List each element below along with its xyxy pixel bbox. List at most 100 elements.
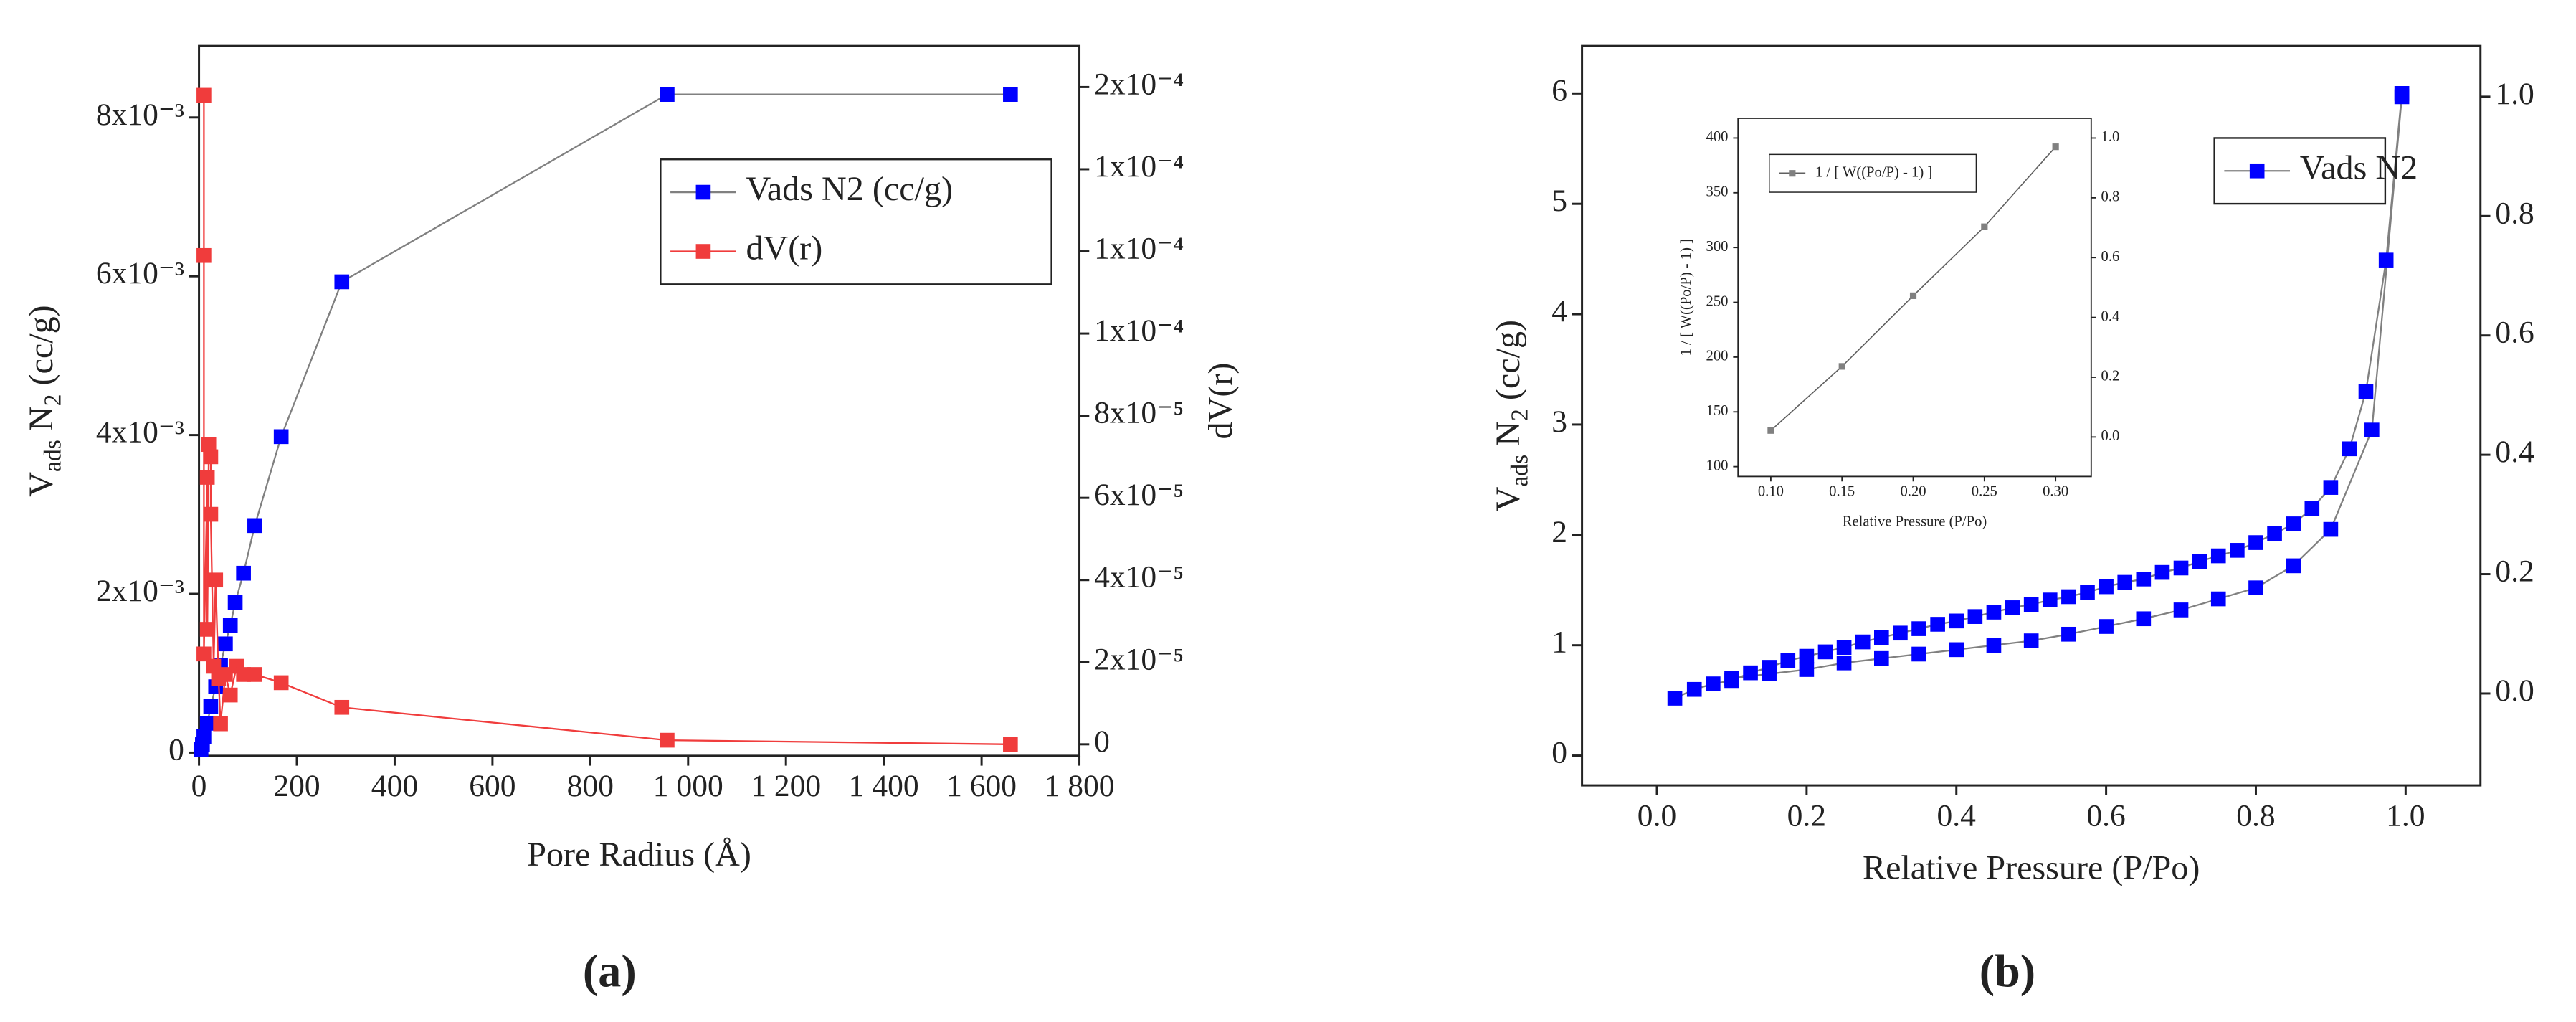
y-axis-label-part: ads: [1506, 455, 1533, 487]
legend-label: Vads N2 (cc/g): [746, 170, 953, 208]
data-point: [2267, 526, 2282, 541]
data-point: [2323, 521, 2339, 537]
x-tick-label: 0.25: [1972, 483, 1997, 499]
x-tick-label: 600: [469, 769, 515, 803]
data-point: [218, 636, 233, 652]
x-tick-label: 200: [273, 769, 320, 803]
y-tick-label: 4: [1551, 294, 1567, 328]
x-axis-label: Pore Radius (Å): [527, 836, 751, 874]
legend-marker: [695, 184, 711, 200]
legend-marker: [1789, 170, 1796, 177]
data-point: [2061, 589, 2076, 605]
y-tick-label: 100: [1706, 458, 1729, 473]
y-tick-label: 350: [1706, 184, 1729, 200]
data-point: [201, 437, 217, 453]
data-point: [196, 646, 212, 662]
data-point: [213, 716, 228, 732]
y-axis-label-part: (cc/g): [22, 305, 60, 394]
y2-tick-label: 0.8: [2101, 189, 2120, 205]
data-point: [1724, 671, 1739, 686]
data-point: [2023, 633, 2039, 648]
data-point: [1949, 642, 1964, 658]
data-point: [1743, 665, 1758, 681]
data-point: [273, 675, 289, 691]
y-tick-label: 250: [1706, 293, 1729, 309]
x-axis-label: Relative Pressure (P/Po): [1843, 514, 1987, 529]
data-point: [227, 595, 243, 610]
data-point: [222, 687, 238, 703]
data-point: [2378, 252, 2394, 268]
data-point: [208, 572, 224, 588]
legend-label: dV(r): [746, 230, 822, 268]
x-tick-label: 0.10: [1758, 483, 1784, 499]
x-tick-label: 1 600: [946, 769, 1017, 803]
y2-tick-label: 0.6: [2101, 249, 2120, 265]
data-point: [2286, 516, 2301, 531]
data-point: [1838, 363, 1845, 370]
data-point: [1909, 292, 1917, 299]
y-tick-label: 4x10⁻³: [96, 415, 184, 450]
y2-tick-label: 2x10⁻⁴: [1094, 67, 1184, 101]
x-tick-label: 0.2: [1787, 798, 1826, 833]
y-tick-label: 6x10⁻³: [96, 256, 184, 290]
legend-marker: [2249, 163, 2265, 179]
data-point: [2210, 548, 2226, 564]
data-point: [1911, 646, 1926, 662]
data-point: [2173, 602, 2189, 618]
data-point: [247, 518, 262, 534]
y-tick-label: 1: [1551, 625, 1567, 660]
data-point: [1911, 621, 1926, 636]
data-point: [199, 622, 215, 637]
data-point: [1981, 223, 1988, 230]
y2-tick-label: 1x10⁻⁴: [1094, 149, 1184, 184]
data-point: [1780, 653, 1796, 668]
data-point: [206, 658, 222, 674]
data-point: [196, 247, 212, 263]
panel-label: (b): [1979, 946, 2035, 997]
data-point: [273, 429, 289, 445]
y2-tick-label: 1.0: [2495, 77, 2534, 111]
data-point: [2005, 600, 2020, 615]
y-tick-label: 3: [1551, 404, 1567, 439]
data-point: [2304, 501, 2320, 516]
data-point: [1762, 666, 1777, 681]
data-point: [2136, 611, 2152, 627]
data-point: [1930, 617, 1945, 632]
data-point: [196, 87, 212, 103]
y-axis-label: 1 / [ W((Po/P) - 1) ]: [1678, 239, 1694, 356]
y2-tick-label: 0: [1094, 724, 1110, 759]
data-point: [660, 732, 675, 748]
y-axis-label: Vads N2 (cc/g): [1489, 320, 1533, 511]
data-point: [196, 729, 212, 744]
y-tick-label: 300: [1706, 239, 1729, 255]
data-point: [2023, 597, 2039, 612]
y2-tick-label: 0.2: [2101, 369, 2120, 384]
data-point: [1799, 648, 1815, 664]
data-point: [1949, 613, 1964, 629]
y-axis-label-part: N: [22, 406, 60, 440]
y2-tick-label: 0.8: [2495, 196, 2534, 230]
y-tick-label: 150: [1706, 403, 1729, 419]
y-tick-label: 2x10⁻³: [96, 574, 184, 608]
data-point: [334, 274, 350, 290]
x-tick-label: 0.6: [2086, 798, 2125, 833]
data-point: [1003, 737, 1018, 752]
data-point: [2099, 579, 2114, 595]
plot-frame: [198, 44, 1081, 757]
y2-tick-label: 1.0: [2101, 129, 2120, 145]
data-point: [2248, 580, 2263, 595]
data-point: [2080, 585, 2095, 600]
data-point: [2061, 626, 2076, 642]
x-tick-label: 0.15: [1829, 483, 1855, 499]
panel-label: (a): [583, 946, 637, 997]
legend-marker: [695, 244, 711, 259]
legend-box: [660, 158, 1052, 285]
y-tick-label: 200: [1706, 349, 1729, 364]
y2-tick-label: 0.0: [2101, 428, 2120, 444]
data-point: [1836, 640, 1852, 656]
y2-axis-label: dV(r): [1202, 363, 1240, 440]
x-axis-label: Relative Pressure (P/Po): [1863, 848, 2200, 886]
y2-tick-label: 1x10⁻⁴: [1094, 313, 1184, 348]
